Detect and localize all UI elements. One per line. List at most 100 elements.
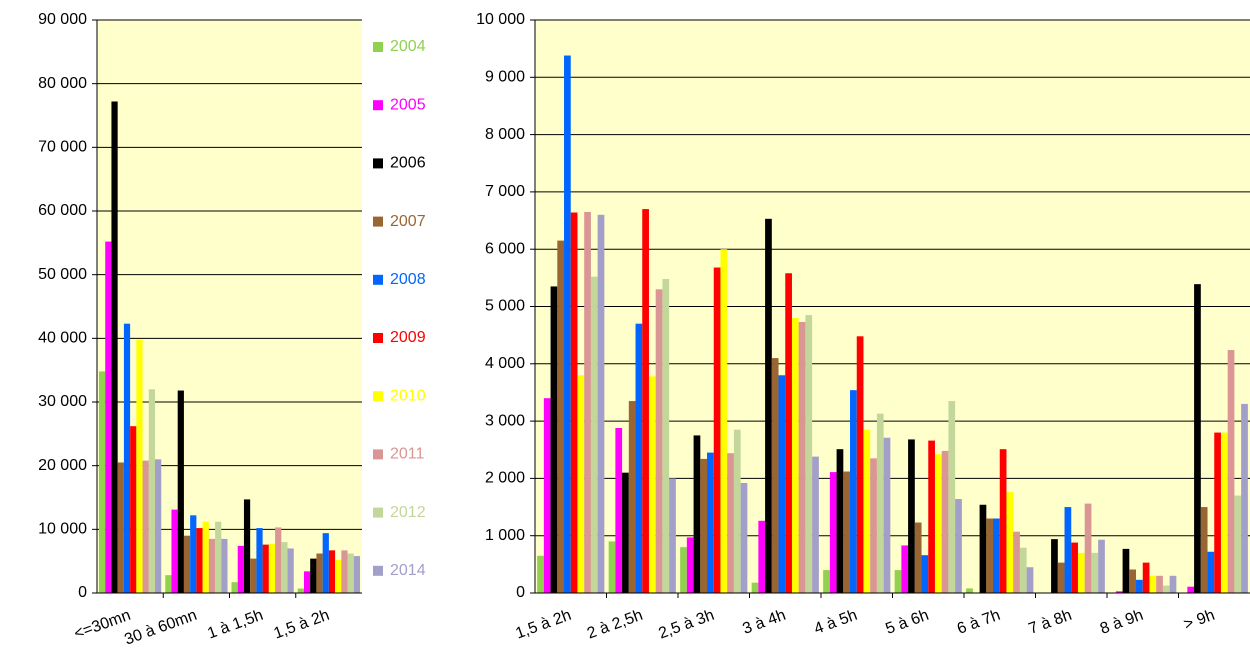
bar [287,548,294,593]
x-tick-label: 2,5 à 3h [656,607,716,643]
bar [123,323,131,593]
bar [628,401,636,593]
legend-swatch [373,158,383,169]
x-tick-label: 3 à 4h [740,607,788,638]
bar [791,317,799,593]
bar [584,211,591,593]
bar [863,429,871,593]
y-tick-label: 2 000 [485,470,525,487]
bar [275,527,282,593]
y-tick-label: 90 000 [38,11,87,28]
bar [1071,542,1078,593]
bar [1142,562,1150,593]
bar [608,541,616,593]
bar [1077,552,1085,593]
bar [353,556,361,593]
bar [347,553,354,593]
legend-swatch [373,100,383,111]
y-tick-label: 80 000 [38,75,87,92]
bar [1051,539,1058,593]
bar [622,472,629,593]
legend-label: 2014 [390,562,426,579]
legend-swatch [373,449,383,460]
bar [1026,567,1034,593]
legend-swatch [373,216,383,227]
bar [901,545,909,593]
bar [948,401,956,593]
legend-label: 2005 [390,96,426,113]
y-tick-label: 60 000 [38,202,87,219]
legend-swatch [373,507,383,518]
legend-label: 2011 [390,446,425,463]
x-tick-label: 6 à 7h [955,607,1003,638]
bar [550,286,558,593]
right-chart: 0 1 000 2 000 3 000 4 000 5 000 6 000 7 000 8 00… [476,11,1250,643]
bar [908,439,915,593]
bar [1227,350,1235,593]
legend-label: 2004 [390,38,426,55]
bar [1214,432,1221,593]
bar [183,535,191,593]
bar [999,449,1007,593]
bar [136,339,143,593]
bar [231,582,238,593]
legend-swatch [373,274,383,285]
bar [686,537,694,593]
bar [856,336,864,593]
left-chart: 0 10 000 20 000 30 000 40 000 50 000 60 000 70 … [38,11,362,649]
bar [190,515,197,593]
bar [894,570,902,593]
bar [700,458,708,593]
bar [707,452,714,593]
bar [537,555,544,593]
bar [1156,575,1163,593]
y-tick-label: 10 000 [38,521,87,538]
bar [543,398,551,593]
bar [105,241,112,593]
bar [1122,548,1130,593]
bar [669,478,676,593]
bar [1064,507,1072,593]
legend-swatch [373,333,383,343]
legend-label: 2008 [390,271,426,288]
bar [130,426,137,593]
bar [778,375,786,593]
y-tick-label: 4 000 [485,355,525,372]
bar [1006,492,1014,593]
x-tick-label: 30 à 60mn [122,607,199,649]
bar [196,528,203,593]
bar [812,456,819,593]
bar [341,550,348,593]
bar [928,440,935,593]
y-tick-label: 7 000 [485,183,525,200]
bar [843,471,851,593]
bar [1241,403,1248,593]
bar [155,459,162,593]
legend-swatch [373,391,383,402]
bar [1115,591,1123,593]
bar [823,570,830,593]
bar [316,553,323,593]
bar [1057,562,1065,593]
bar [733,429,741,593]
bar [221,538,228,593]
bar [941,450,949,593]
x-tick-label: > 9h [1182,607,1218,634]
bar [713,267,721,593]
bar [262,544,269,593]
legend: 2004 2005 2006 2007 2008 2009 2010 2011 2012 2014 [373,38,426,579]
bar [765,218,772,593]
bar [1220,432,1228,593]
y-tick-label: 10 000 [476,11,525,28]
bar [876,413,884,593]
bar [693,435,701,593]
bar [597,214,605,593]
bar [1013,531,1020,593]
bar [883,437,891,593]
bar [635,323,643,593]
x-tick-label: 1,5 à 2h [513,607,573,643]
legend-label: 2006 [390,155,426,172]
bar [1129,569,1137,593]
bar [142,460,149,593]
